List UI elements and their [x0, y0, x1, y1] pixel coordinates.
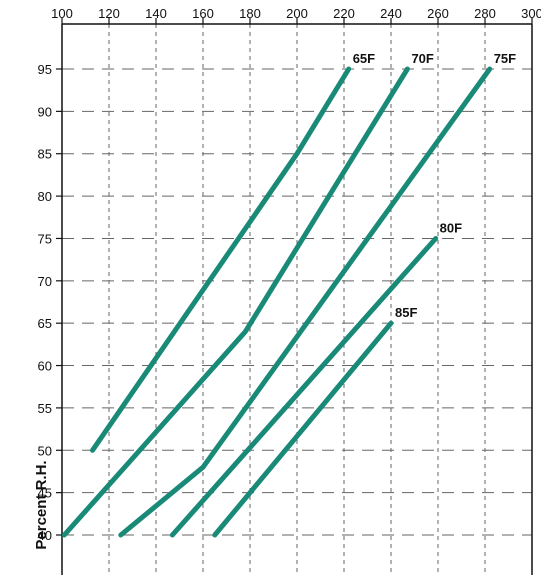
y-tick-label: 70 — [38, 274, 52, 289]
y-tick-label: 80 — [38, 189, 52, 204]
y-tick-label: 85 — [38, 147, 52, 162]
series-label-75f: 75F — [494, 51, 516, 66]
series-line-70f — [61, 66, 410, 538]
y-tick-label: 40 — [38, 528, 52, 543]
x-tick-label: 240 — [380, 6, 402, 21]
x-tick-label: 260 — [427, 6, 449, 21]
series-label-65f: 65F — [353, 51, 375, 66]
y-tick-label: 60 — [38, 359, 52, 374]
x-tick-label: 120 — [98, 6, 120, 21]
y-tick-label: 50 — [38, 443, 52, 458]
grid — [62, 24, 532, 575]
series-label-70f: 70F — [411, 51, 433, 66]
series-labels: 65F 70F 75F 80F 85F — [353, 51, 516, 320]
x-tick-label: 180 — [239, 6, 261, 21]
series-line-75f — [118, 66, 493, 538]
y-tick-label: 90 — [38, 104, 52, 119]
x-tick-label: 280 — [474, 6, 496, 21]
series-lines — [61, 66, 493, 538]
series-line-80f — [169, 236, 439, 538]
x-tick-label: 140 — [145, 6, 167, 21]
x-tick-label: 160 — [192, 6, 214, 21]
series-label-80f: 80F — [440, 220, 462, 235]
series-line-65f — [90, 66, 352, 453]
y-tick-label: 95 — [38, 62, 52, 77]
x-tick-label: 220 — [333, 6, 355, 21]
y-tick-label: 75 — [38, 231, 52, 246]
y-tick-label: 55 — [38, 401, 52, 416]
x-tick-label: 200 — [286, 6, 308, 21]
y-tick-labels: 40 45 50 55 60 65 70 75 80 85 90 95 — [38, 62, 52, 543]
x-tick-label: 100 — [51, 6, 73, 21]
y-tick-label: 65 — [38, 316, 52, 331]
y-axis-label: Percent R.H. — [33, 460, 50, 549]
series-line-85f — [212, 320, 394, 538]
axes — [56, 18, 533, 575]
x-tick-labels: 100 120 140 160 180 200 220 240 260 280 300 — [51, 6, 541, 21]
y-tick-label: 45 — [38, 486, 52, 501]
x-tick-label: 300 — [521, 6, 541, 21]
series-label-85f: 85F — [395, 305, 417, 320]
